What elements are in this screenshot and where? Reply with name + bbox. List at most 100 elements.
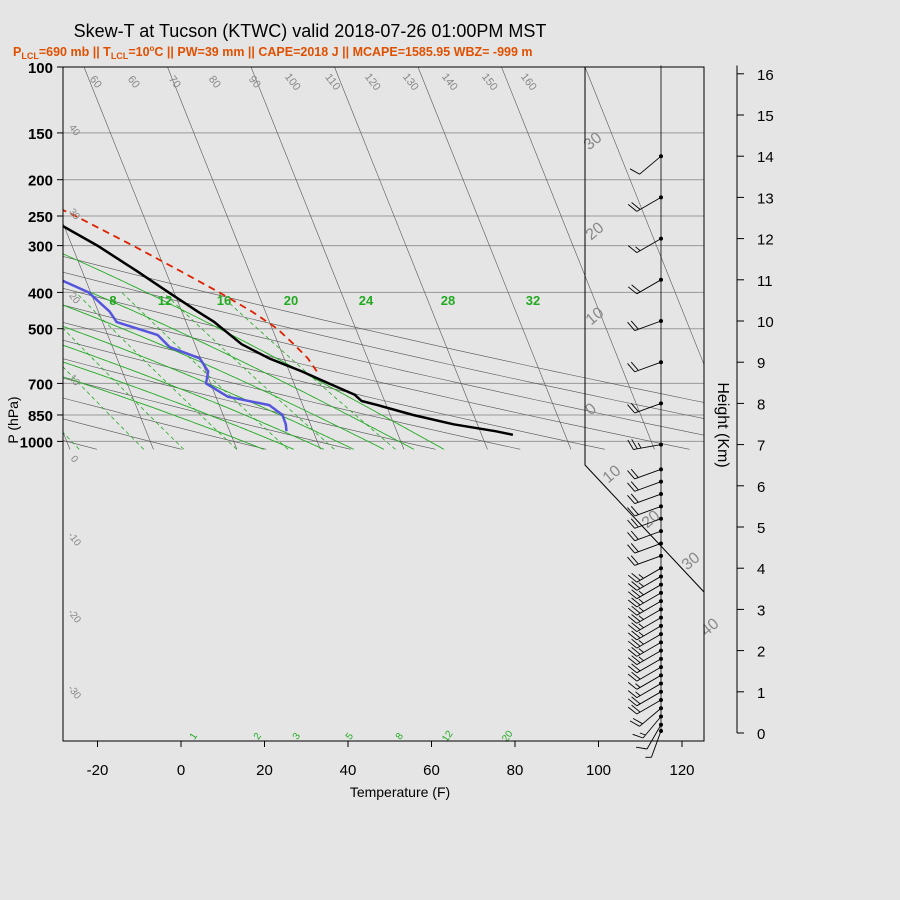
wind-barb (627, 683, 662, 698)
wind-barb-dot (659, 195, 663, 200)
moist-adiabat-line (63, 280, 415, 450)
mixing-ratio-line (162, 292, 335, 450)
dry-adiabat-line (63, 358, 436, 450)
wind-barb (629, 155, 662, 175)
height-tick-label: 7 (757, 438, 765, 455)
wind-barb-dot (659, 504, 663, 509)
y-tick-label: 300 (28, 239, 53, 256)
y-tick-label: 100 (28, 60, 53, 77)
dry-adiabat-line (63, 377, 351, 450)
y-tick-label: 250 (28, 209, 53, 226)
isotherm-line (584, 67, 704, 366)
moist-adiabat-label: 20 (284, 293, 298, 308)
isotherm-label: 90 (246, 74, 263, 91)
height-tick-label: 10 (757, 314, 774, 331)
y-tick-label: 700 (28, 376, 53, 393)
height-tick-label: 11 (757, 273, 773, 290)
wind-barb-dot (659, 360, 663, 365)
mixing-ratio-line (217, 292, 396, 450)
y-tick-label: 400 (28, 285, 53, 302)
temperature-line (63, 224, 514, 437)
wind-barb (627, 320, 662, 332)
wind-barb (627, 279, 662, 295)
isotherm-label: 70 (166, 74, 183, 91)
y-axis-label: P (hPa) (5, 396, 21, 443)
height-tick-label: 6 (757, 479, 765, 496)
wind-barb (627, 600, 662, 616)
wind-barb (627, 197, 662, 212)
subtitle-plcl-sub: LCL (21, 51, 39, 61)
moist-adiabat-line (63, 344, 324, 450)
wind-barb (627, 666, 662, 682)
dry-adiabat-line (63, 397, 267, 450)
wind-barb (627, 439, 662, 450)
wind-barb (645, 730, 662, 758)
wind-barb-dot (659, 236, 663, 241)
wind-barb (627, 584, 662, 600)
wind-barb-dot (659, 599, 663, 604)
subtitle-tlcl-sub: LCL (111, 51, 129, 61)
y-tick-label: 200 (28, 173, 53, 190)
dry-adiabat-line (63, 288, 704, 436)
subtitle-deg: o (150, 44, 155, 53)
wind-barb-dot (659, 541, 663, 546)
wind-barb (627, 543, 662, 554)
mixing-ratio-line (75, 292, 237, 450)
subtitle-tlcl-val: =10 (128, 45, 149, 59)
wind-barb-dot (659, 590, 663, 595)
wind-barb (627, 658, 662, 674)
wind-barb-dot (659, 574, 663, 579)
moist-adiabat-label: 12 (158, 293, 172, 308)
mixing-ratio-label: 3 (291, 731, 303, 742)
wind-barb-dot (659, 442, 663, 447)
isotherm-line (63, 222, 154, 450)
wind-barb-dot (659, 632, 663, 637)
height-tick-label: 13 (757, 190, 774, 207)
y-tick-label: 150 (28, 126, 53, 143)
wind-barb-dot (659, 615, 663, 620)
wind-barb-dot (659, 607, 663, 612)
x-tick-label: 80 (507, 762, 524, 779)
wind-barb-dot (659, 401, 663, 406)
dry-adiabat-line (63, 339, 521, 450)
height-axis-label: Height (Km) (714, 382, 731, 467)
isotherm-label: 60 (87, 74, 104, 91)
wind-barb-dot (659, 529, 663, 534)
wind-barb-dot (659, 689, 663, 694)
wind-barb (627, 609, 662, 624)
x-tick-label: -20 (87, 762, 109, 779)
height-tick-label: 1 (757, 685, 765, 702)
series-layer (63, 209, 514, 437)
isotherm-label: 60 (125, 74, 142, 91)
isotherm-line (334, 67, 488, 450)
wind-barb (627, 699, 662, 715)
wind-barb (627, 493, 662, 505)
wind-barb (627, 633, 662, 649)
mixing-ratio-label: 5 (344, 731, 356, 742)
isotherm-line (167, 67, 321, 450)
wind-barb (627, 530, 662, 542)
wind-barb (627, 238, 662, 253)
x-tick-label: 100 (586, 762, 611, 779)
parcel-line (63, 209, 318, 372)
wind-barb (627, 617, 662, 632)
mixing-ratio-label: 2 (252, 731, 264, 742)
moist-adiabat-label: 16 (217, 293, 231, 308)
wind-barb-dot (659, 277, 663, 282)
height-tick-label: 4 (757, 561, 765, 578)
wind-barb-dot (659, 722, 663, 727)
wind-barb-layer (627, 65, 663, 758)
wind-barb-dot (659, 467, 663, 472)
wind-barb (627, 518, 662, 529)
wind-barb (627, 650, 662, 665)
wind-barb-dot (659, 648, 663, 653)
wind-barb (629, 707, 662, 727)
wind-barb-dot (659, 516, 663, 521)
height-tick-label: 3 (757, 602, 765, 619)
chart-subtitle: PLCL=690 mb || TLCL=10oC || PW=39 mm || … (13, 44, 533, 61)
wind-barb-dot (659, 656, 663, 661)
wind-barb-dot (659, 566, 663, 571)
wind-barb-dot (659, 706, 663, 711)
wind-barb (627, 576, 662, 591)
